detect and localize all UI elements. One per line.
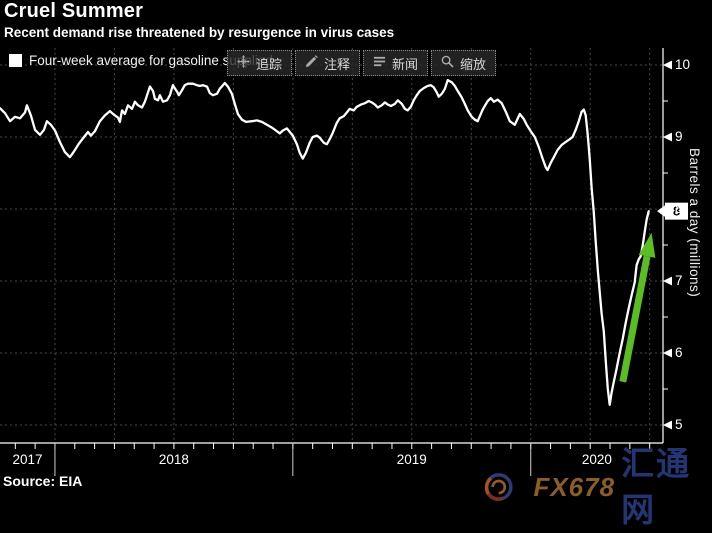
arrow-shaft[interactable]: [619, 255, 651, 383]
arrowhead-icon[interactable]: [638, 232, 656, 258]
y-axis-tick-label: 10: [675, 57, 691, 72]
toolbar-button-3[interactable]: 缩放: [431, 50, 497, 76]
toolbar-button-label: 注释: [324, 56, 351, 72]
legend-label: Four-week average for gasoline supplied: [29, 53, 273, 68]
data-line: [0, 78, 650, 406]
x-axis-year-label: 2018: [158, 452, 189, 467]
y-axis-tick-label: 9: [675, 129, 683, 144]
value-tag-pointer: [657, 204, 666, 218]
toolbar-button-label: 追踪: [256, 56, 283, 72]
magnifier-icon: [441, 55, 454, 71]
y-axis-tick-label: 8: [675, 201, 683, 216]
toolbar-button-0[interactable]: 追踪: [227, 50, 293, 76]
chart-subtitle: Recent demand rise threatened by resurge…: [4, 25, 395, 40]
x-axis-year-label: 2019: [396, 452, 427, 467]
legend[interactable]: Four-week average for gasoline supplied: [9, 53, 273, 68]
y-axis-tick-arrow: [663, 420, 672, 430]
crosshair-icon: [237, 55, 250, 71]
x-axis-year-label: 2017: [12, 452, 43, 467]
news-icon: [373, 55, 386, 71]
chart-toolbar: 追踪 注释 新闻 缩放: [227, 50, 497, 76]
toolbar-button-label: 缩放: [460, 56, 487, 72]
value-tag-label: 8: [673, 204, 680, 219]
legend-swatch-icon: [9, 54, 22, 67]
watermark-fx678: FX678: [533, 472, 616, 502]
y-axis-tick-label: 6: [675, 345, 683, 360]
page-title: Cruel Summer: [4, 0, 144, 22]
toolbar-button-2[interactable]: 新闻: [363, 50, 429, 76]
y-axis-tick-label: 7: [675, 273, 683, 288]
annotation-arrow[interactable]: [619, 232, 656, 383]
value-tag-box: [665, 202, 688, 220]
y-axis-tick-arrow: [663, 60, 672, 70]
watermark-huitong: 汇通网: [621, 445, 692, 528]
x-axis-year-label: 2020: [581, 452, 612, 467]
toolbar-button-1[interactable]: 注释: [295, 50, 361, 76]
source-label: Source: EIA: [3, 473, 83, 489]
y-axis-title: Barrels a day (millions): [687, 148, 702, 298]
y-axis-tick-label: 5: [675, 417, 683, 432]
fx678-logo-icon: [484, 473, 513, 501]
toolbar-button-label: 新闻: [392, 56, 419, 72]
chart-canvas: 8: [0, 48, 688, 476]
pencil-icon: [305, 55, 318, 71]
